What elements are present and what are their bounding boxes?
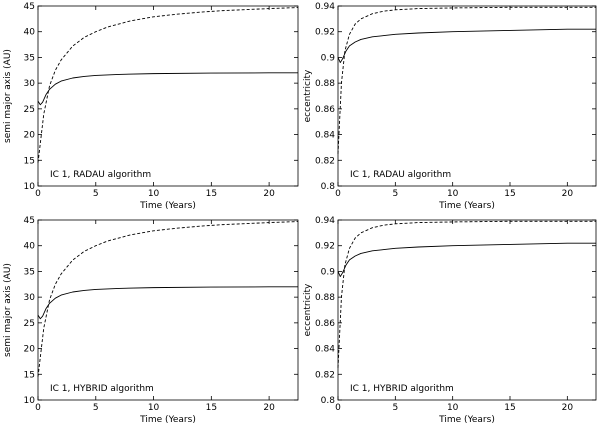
y-tick-label: 0.94 bbox=[315, 2, 335, 12]
series-line-dashed bbox=[337, 6, 596, 154]
x-axis-label: Time (Years) bbox=[438, 415, 495, 425]
series-line-solid bbox=[337, 242, 596, 278]
x-axis-label: Time (Years) bbox=[438, 201, 495, 211]
y-tick-label: 35 bbox=[24, 53, 35, 63]
x-tick-label: 5 bbox=[392, 403, 398, 413]
x-tick-label: 20 bbox=[562, 403, 574, 413]
y-tick-label: 0.92 bbox=[315, 28, 335, 38]
plot-frame bbox=[37, 5, 299, 187]
y-tick-label: 10 bbox=[24, 182, 36, 192]
x-tick-label: 10 bbox=[447, 189, 459, 199]
plot-frame bbox=[37, 219, 299, 401]
plot-frame bbox=[337, 5, 597, 187]
y-tick-label: 0.82 bbox=[315, 370, 335, 380]
series-line-solid bbox=[37, 72, 298, 106]
series-line-dashed bbox=[337, 220, 596, 368]
algorithm-annotation: IC 1, HYBRID algorithm bbox=[350, 384, 454, 394]
y-tick-label: 0.84 bbox=[315, 345, 335, 355]
chart-panel-top-left: 0 5 10 15 20 10 15 20 25 30 35 40 45 Time (Years) semi… bbox=[3, 2, 299, 211]
y-tick-label: 15 bbox=[24, 370, 35, 380]
y-tick-label: 0.8 bbox=[321, 396, 336, 406]
y-tick-label: 0.88 bbox=[315, 293, 335, 303]
chart-panel-bottom-left: 0 5 10 15 20 10 15 20 25 30 35 40 45 Time (Years) semi… bbox=[3, 216, 299, 425]
x-tick-label: 10 bbox=[148, 189, 160, 199]
y-tick-label: 0.9 bbox=[321, 267, 336, 277]
y-axis-label: semi major axis (AU) bbox=[3, 263, 13, 357]
y-tick-label: 20 bbox=[24, 131, 36, 141]
algorithm-annotation: IC 1, RADAU algorithm bbox=[50, 170, 151, 180]
x-tick-label: 20 bbox=[263, 403, 275, 413]
x-tick-label: 15 bbox=[206, 189, 217, 199]
algorithm-annotation: IC 1, RADAU algorithm bbox=[350, 170, 451, 180]
y-axis-label: eccentricity bbox=[303, 283, 313, 336]
y-tick-label: 35 bbox=[24, 267, 35, 277]
x-tick-label: 10 bbox=[148, 403, 160, 413]
x-axis-label: Time (Years) bbox=[139, 415, 196, 425]
x-tick-label: 15 bbox=[504, 403, 515, 413]
y-tick-label: 45 bbox=[24, 216, 35, 226]
plot-frame bbox=[337, 219, 597, 401]
x-tick-label: 0 bbox=[335, 189, 341, 199]
y-tick-label: 15 bbox=[24, 156, 35, 166]
x-tick-label: 0 bbox=[35, 403, 41, 413]
x-tick-label: 5 bbox=[93, 403, 99, 413]
y-axis-label: semi major axis (AU) bbox=[3, 49, 13, 143]
series-line-dashed bbox=[37, 221, 299, 377]
x-tick-label: 20 bbox=[562, 189, 574, 199]
x-tick-label: 0 bbox=[35, 189, 41, 199]
series-line-dashed bbox=[37, 7, 299, 163]
y-tick-label: 0.92 bbox=[315, 242, 335, 252]
y-tick-label: 0.94 bbox=[315, 216, 335, 226]
y-tick-label: 25 bbox=[24, 105, 35, 115]
algorithm-annotation: IC 1, HYBRID algorithm bbox=[50, 384, 154, 394]
y-tick-label: 10 bbox=[24, 396, 36, 406]
y-tick-label: 40 bbox=[24, 242, 36, 252]
chart-panel-top-right: 0 5 10 15 20 0.8 0.82 0.84 0.86 0.88 0.9 0.92 0.94 Ti… bbox=[303, 2, 597, 211]
y-tick-label: 0.9 bbox=[321, 53, 336, 63]
x-axis-label: Time (Years) bbox=[139, 201, 196, 211]
x-tick-label: 20 bbox=[263, 189, 275, 199]
y-axis-label: eccentricity bbox=[303, 69, 313, 122]
x-tick-label: 15 bbox=[206, 403, 217, 413]
y-tick-label: 0.86 bbox=[315, 105, 335, 115]
x-tick-label: 5 bbox=[392, 189, 398, 199]
chart-panel-bottom-right: 0 5 10 15 20 0.8 0.82 0.84 0.86 0.88 0.9 0.92 0.94 Ti… bbox=[303, 216, 597, 425]
y-tick-label: 30 bbox=[24, 293, 36, 303]
y-tick-label: 25 bbox=[24, 319, 35, 329]
y-tick-label: 0.8 bbox=[321, 182, 336, 192]
series-line-solid bbox=[37, 286, 298, 320]
y-tick-label: 0.84 bbox=[315, 131, 335, 141]
y-tick-label: 0.82 bbox=[315, 156, 335, 166]
y-tick-label: 0.86 bbox=[315, 319, 335, 329]
series-line-solid bbox=[337, 28, 596, 64]
y-tick-label: 30 bbox=[24, 79, 36, 89]
y-tick-label: 0.88 bbox=[315, 79, 335, 89]
x-tick-label: 0 bbox=[335, 403, 341, 413]
y-tick-label: 20 bbox=[24, 345, 36, 355]
y-tick-label: 45 bbox=[24, 2, 35, 12]
x-tick-label: 10 bbox=[447, 403, 459, 413]
x-tick-label: 5 bbox=[93, 189, 99, 199]
x-tick-label: 15 bbox=[504, 189, 515, 199]
y-tick-label: 40 bbox=[24, 28, 36, 38]
